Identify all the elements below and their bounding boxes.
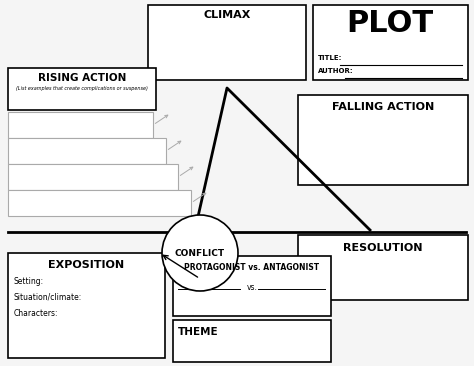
Text: CLIMAX: CLIMAX: [203, 10, 251, 20]
Text: RESOLUTION: RESOLUTION: [343, 243, 423, 253]
Bar: [173, 256, 331, 316]
Bar: [298, 95, 468, 185]
Text: FALLING ACTION: FALLING ACTION: [332, 102, 434, 112]
Bar: [8, 190, 191, 216]
Text: Characters:: Characters:: [14, 309, 58, 318]
Bar: [8, 138, 166, 164]
Bar: [298, 235, 468, 300]
Bar: [8, 253, 165, 358]
Text: EXPOSITION: EXPOSITION: [48, 260, 124, 270]
Ellipse shape: [162, 215, 238, 291]
Text: TITLE:: TITLE:: [318, 55, 342, 61]
Text: vs.: vs.: [246, 283, 257, 292]
Bar: [173, 320, 331, 362]
Text: AUTHOR:: AUTHOR:: [318, 68, 354, 74]
Text: RISING ACTION: RISING ACTION: [38, 73, 126, 83]
Bar: [8, 164, 178, 190]
Text: THEME: THEME: [178, 327, 219, 337]
Bar: [8, 112, 153, 138]
Text: PLOT: PLOT: [346, 9, 434, 38]
Text: Setting:: Setting:: [14, 277, 44, 286]
Bar: [148, 5, 306, 80]
Text: CONFLICT: CONFLICT: [175, 249, 225, 258]
Text: PROTAGONIST vs. ANTAGONIST: PROTAGONIST vs. ANTAGONIST: [184, 263, 319, 272]
Bar: [8, 68, 156, 110]
Text: (List examples that create complications or suspense): (List examples that create complications…: [16, 86, 148, 91]
Text: Situation/climate:: Situation/climate:: [14, 293, 82, 302]
Bar: [313, 5, 468, 80]
